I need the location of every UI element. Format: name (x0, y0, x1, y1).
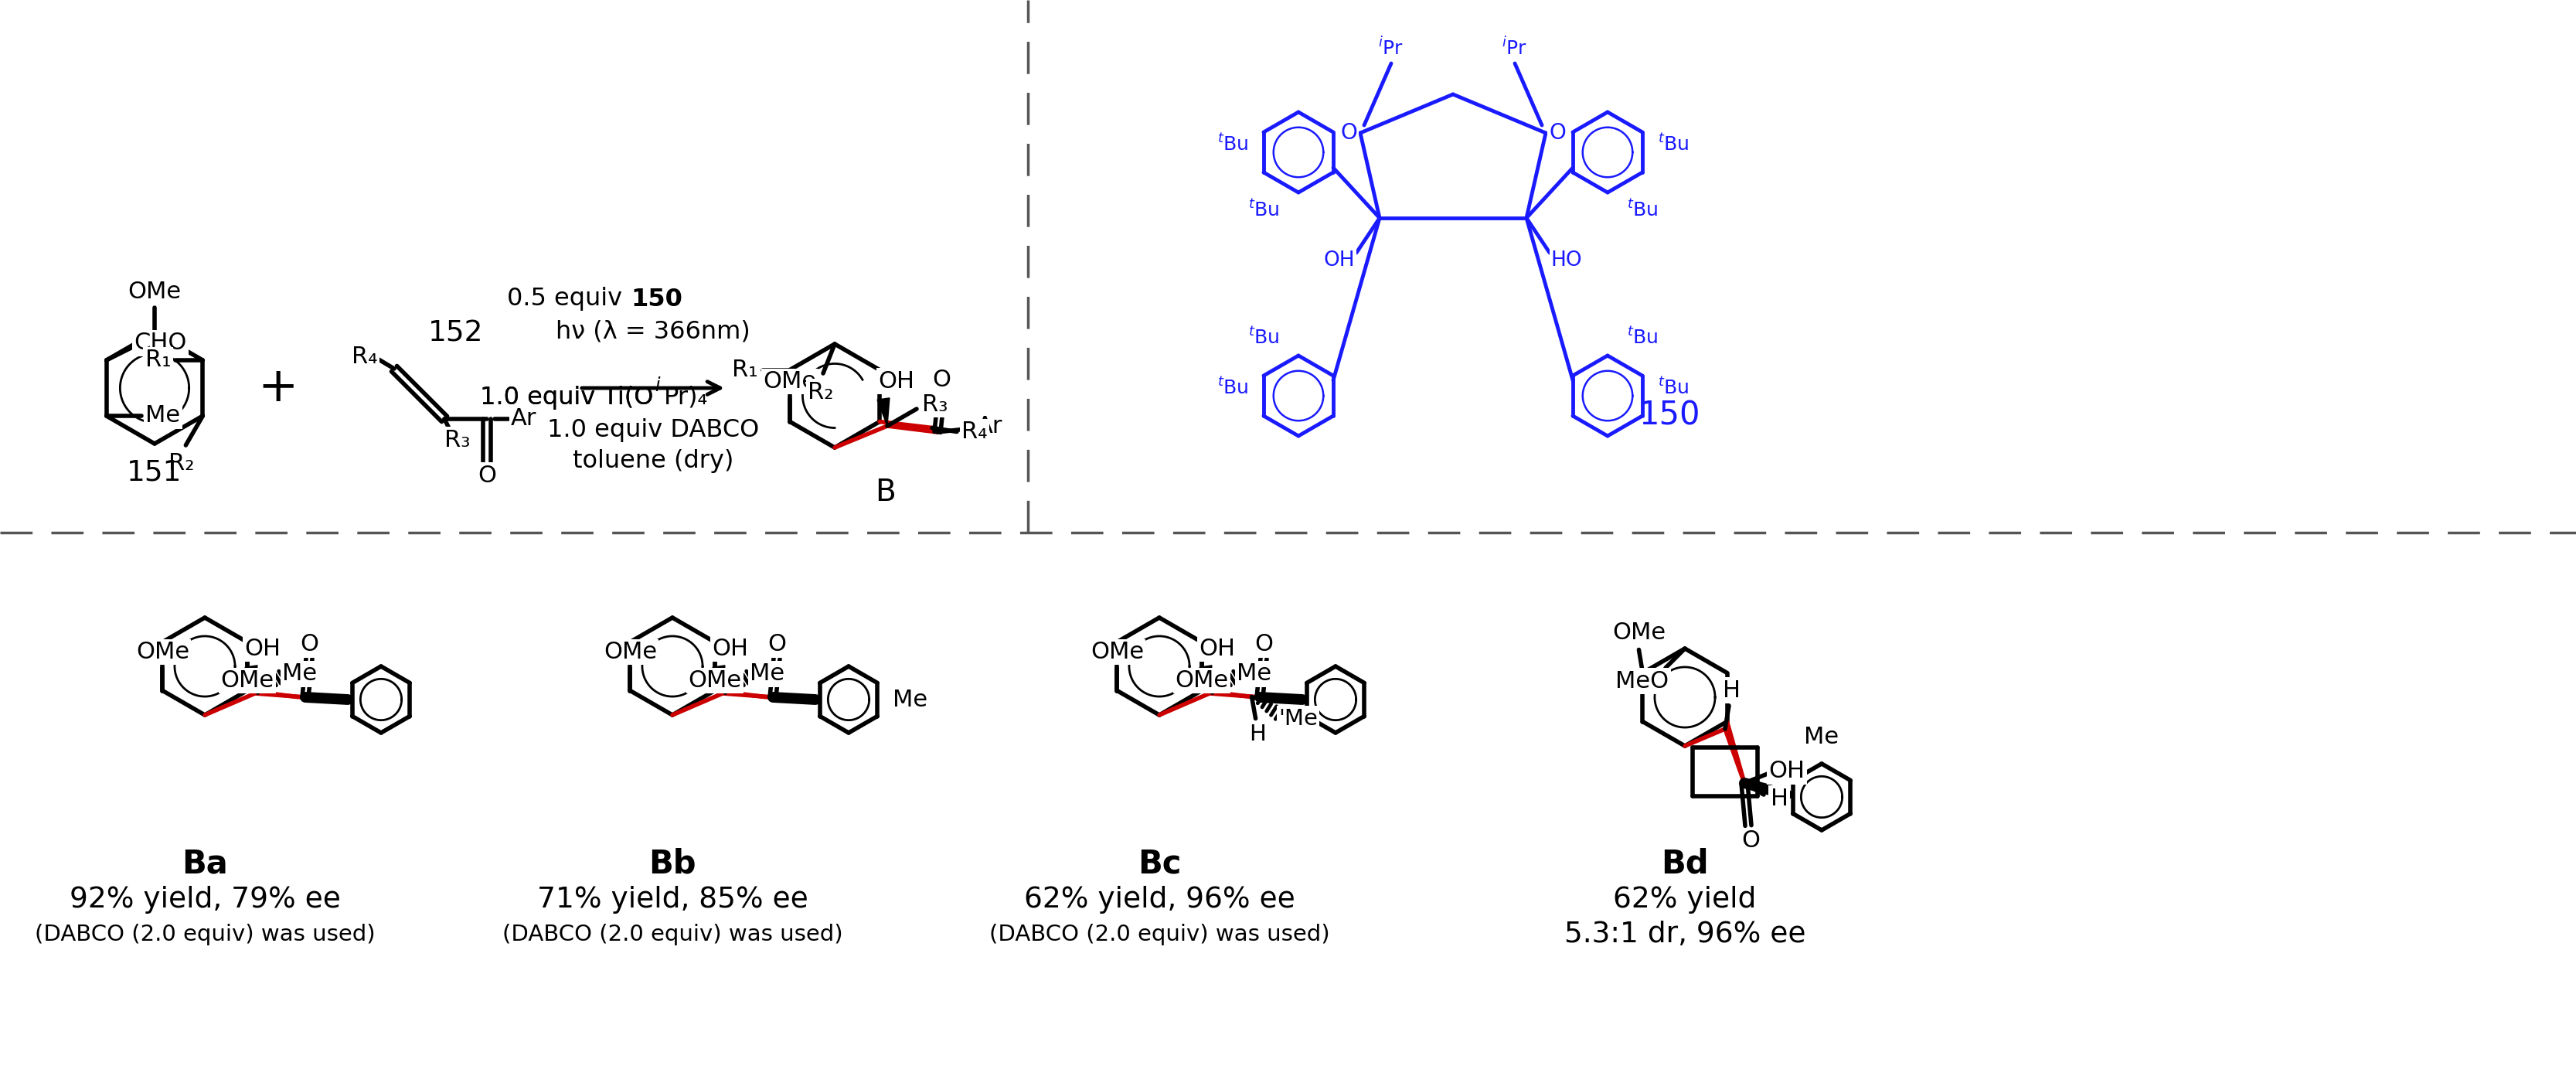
Polygon shape (1200, 665, 1211, 693)
Text: (DABCO (2.0 equiv) was used): (DABCO (2.0 equiv) was used) (502, 923, 842, 946)
Text: O: O (1741, 830, 1759, 852)
Text: 150: 150 (631, 287, 683, 311)
Text: 152: 152 (428, 320, 484, 348)
Text: OH: OH (1770, 761, 1806, 782)
Polygon shape (245, 665, 258, 693)
Text: OMe: OMe (603, 641, 657, 663)
Text: 5.3:1 dr, 96% ee: 5.3:1 dr, 96% ee (1564, 921, 1806, 948)
Text: OH: OH (1324, 251, 1355, 270)
Text: OMe: OMe (1090, 641, 1144, 663)
Text: $^t$Bu: $^t$Bu (1656, 134, 1690, 155)
Text: 1.0 equiv DABCO: 1.0 equiv DABCO (546, 417, 760, 442)
Text: R₁: R₁ (144, 349, 170, 371)
Text: Me: Me (1236, 663, 1273, 685)
Text: Bd: Bd (1662, 847, 1708, 880)
Text: Bb: Bb (649, 847, 696, 880)
Text: O: O (1255, 634, 1273, 656)
Text: 92% yield, 79% ee: 92% yield, 79% ee (70, 886, 340, 914)
Text: $^t$Bu: $^t$Bu (1656, 378, 1690, 398)
Text: Me: Me (750, 663, 786, 685)
Text: O: O (933, 368, 951, 391)
Text: Me: Me (894, 689, 927, 711)
Text: 71% yield, 85% ee: 71% yield, 85% ee (536, 886, 809, 914)
Text: 1.0 equiv Ti(O: 1.0 equiv Ti(O (479, 385, 654, 409)
Text: $^t$Bu: $^t$Bu (1625, 327, 1659, 348)
Text: R₁: R₁ (732, 358, 757, 381)
Text: O: O (1340, 123, 1358, 144)
Text: HO: HO (1551, 251, 1582, 270)
Text: toluene (dry): toluene (dry) (572, 450, 734, 473)
Text: MeO: MeO (1615, 669, 1669, 692)
Text: Ar: Ar (976, 414, 1002, 437)
Text: Ba: Ba (183, 847, 227, 880)
Text: OH: OH (245, 637, 281, 660)
Text: OH: OH (1198, 637, 1236, 660)
Text: R₄: R₄ (961, 421, 987, 443)
Text: 0.5 equiv: 0.5 equiv (507, 287, 631, 311)
Text: $^i$Pr: $^i$Pr (1502, 37, 1528, 59)
Text: R₂: R₂ (167, 453, 193, 475)
Text: CHO: CHO (134, 332, 188, 354)
Text: $^t$Bu: $^t$Bu (1247, 327, 1280, 348)
Text: H: H (1723, 679, 1741, 702)
Text: OMe: OMe (222, 669, 273, 692)
Text: OH: OH (878, 370, 914, 393)
Text: OMe: OMe (137, 641, 191, 663)
Text: (DABCO (2.0 equiv) was used): (DABCO (2.0 equiv) was used) (33, 923, 376, 946)
Text: OMe: OMe (129, 281, 180, 303)
Text: hν (λ = 366nm): hν (λ = 366nm) (556, 320, 750, 343)
Text: Ar: Ar (510, 408, 536, 430)
Polygon shape (714, 665, 724, 693)
Polygon shape (878, 398, 889, 426)
Text: O: O (1548, 123, 1566, 144)
Text: OMe: OMe (688, 669, 742, 692)
Text: Pr)₄: Pr)₄ (665, 385, 708, 409)
Text: $^i$Pr: $^i$Pr (1378, 37, 1404, 59)
Text: H: H (1249, 723, 1267, 745)
Text: O: O (477, 464, 497, 486)
Text: R₃: R₃ (446, 428, 471, 451)
Text: 'Me: 'Me (1278, 708, 1319, 730)
Text: O: O (299, 634, 319, 656)
Text: OMe: OMe (1175, 669, 1229, 692)
Text: 150: 150 (1638, 399, 1700, 431)
Text: 151: 151 (126, 459, 183, 487)
Text: Bc: Bc (1139, 847, 1182, 880)
Text: O: O (768, 634, 786, 656)
Text: 62% yield, 96% ee: 62% yield, 96% ee (1023, 886, 1296, 914)
Text: 1.0 equiv Ti(O: 1.0 equiv Ti(O (479, 385, 654, 409)
Text: OMe: OMe (1613, 622, 1667, 643)
Text: (DABCO (2.0 equiv) was used): (DABCO (2.0 equiv) was used) (989, 923, 1329, 946)
Text: Me: Me (1803, 725, 1839, 748)
Text: R₃: R₃ (922, 393, 948, 415)
Text: $^t$Bu: $^t$Bu (1247, 200, 1280, 221)
Text: Me: Me (283, 663, 317, 685)
Text: B: B (876, 478, 896, 507)
Text: $^t$Bu: $^t$Bu (1216, 134, 1249, 155)
Text: +: + (258, 365, 299, 411)
Text: H: H (1770, 788, 1788, 810)
Text: OH: OH (711, 637, 750, 660)
Text: i: i (654, 377, 659, 395)
Text: Me: Me (144, 405, 180, 427)
Text: $^t$Bu: $^t$Bu (1216, 378, 1249, 398)
Text: 62% yield: 62% yield (1613, 886, 1757, 914)
Text: R₄: R₄ (353, 345, 379, 368)
Text: OMe: OMe (762, 370, 817, 393)
Text: R₂: R₂ (809, 381, 835, 404)
Text: $^t$Bu: $^t$Bu (1625, 200, 1659, 221)
